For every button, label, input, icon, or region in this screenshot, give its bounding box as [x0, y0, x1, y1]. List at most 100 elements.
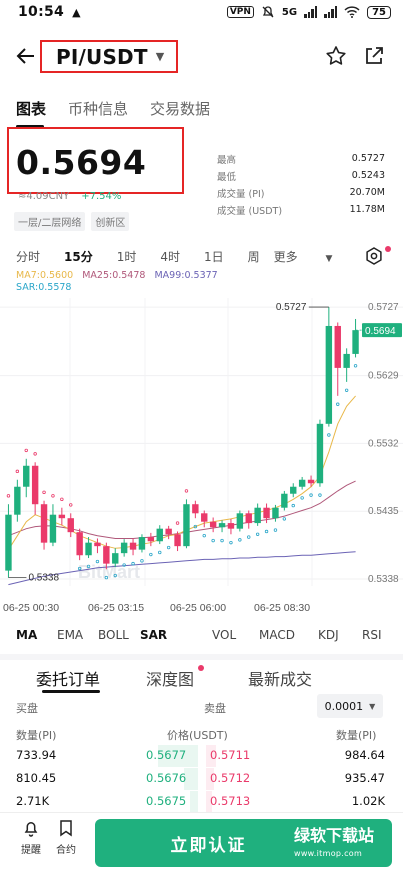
sar-dot: [353, 364, 358, 368]
interval-15m[interactable]: 15分: [64, 250, 93, 264]
indicator-boll[interactable]: BOLL: [98, 628, 129, 642]
candle-body: [281, 493, 288, 508]
watermark-title: 绿软下载站: [294, 826, 375, 845]
bottom-bar: 提醒 合约 立即认证 绿软下载站 www.itmop.com: [0, 812, 403, 876]
candle-body: [58, 514, 66, 519]
sar-dot: [131, 561, 135, 566]
stat-label: 最高: [217, 154, 237, 166]
indicator-kdj[interactable]: KDJ: [318, 628, 339, 642]
price-highlight-box: [7, 127, 184, 194]
sar-dot: [122, 563, 126, 567]
settings-notification-dot: [385, 246, 391, 252]
interval-week[interactable]: 周: [247, 250, 260, 264]
ask-qty: 984.64: [344, 748, 385, 762]
tab-depth[interactable]: 深度图: [146, 670, 195, 689]
star-icon[interactable]: [324, 44, 348, 68]
candle-body: [40, 504, 48, 543]
sar-dot: [344, 388, 349, 392]
y-tick-label: 0.5435: [368, 506, 399, 517]
candle-body: [325, 325, 333, 424]
bookmark-icon: [60, 820, 72, 837]
stat-high: 最高 0.5727: [217, 150, 385, 167]
indicator-ema[interactable]: EMA: [57, 628, 84, 642]
ma7-value: MA7:0.5600: [16, 270, 74, 281]
bid-price: 0.5675: [146, 794, 187, 808]
sar-dot: [309, 493, 313, 497]
candle-body: [5, 514, 12, 571]
indicator-vol[interactable]: VOL: [212, 628, 237, 642]
ma25-line: [8, 480, 356, 539]
order-row[interactable]: 2.71K 0.5675 0.5713 1.02K: [0, 791, 403, 813]
ma99-value: MA99:0.5377: [154, 270, 218, 281]
candle-body: [254, 507, 261, 524]
share-icon[interactable]: [362, 44, 386, 68]
stat-value: 20.70M: [349, 187, 385, 198]
tag-layer-network[interactable]: 一层/二层网络: [14, 212, 86, 231]
candle-body: [112, 553, 119, 564]
sar-dot: [282, 517, 287, 521]
stat-value: 0.5727: [351, 153, 385, 164]
tab-latest-trades[interactable]: 最新成交: [248, 670, 313, 689]
ask-qty: 935.47: [344, 771, 385, 785]
candlestick-chart[interactable]: BitMart 0.5727 0.5629 0.5532 0.5435 0.5338 0.5…: [0, 290, 403, 620]
indicator-sar[interactable]: SAR: [140, 628, 168, 642]
verify-now-button[interactable]: 立即认证: [95, 819, 392, 867]
mute-bell-icon: [262, 6, 274, 18]
sar-dot: [140, 559, 144, 563]
sar-dot: [327, 433, 331, 437]
bid-qty: 733.94: [16, 748, 57, 762]
sar-dot: [15, 469, 20, 474]
sar-dot: [202, 533, 206, 538]
indicator-rsi[interactable]: RSI: [362, 628, 382, 642]
top-tabs: 图表 币种信息 交易数据: [16, 98, 210, 119]
candle-body: [67, 518, 74, 533]
candle-body: [218, 523, 226, 528]
low-label: 0.5338: [28, 573, 59, 584]
site-watermark: 绿软下载站 www.itmop.com: [294, 827, 374, 863]
settings-icon[interactable]: [364, 246, 384, 266]
pair-selector[interactable]: PI/USDT ▼: [40, 40, 178, 73]
sar-dot: [229, 540, 233, 545]
contract-button[interactable]: 合约: [51, 819, 81, 856]
last-price: 0.5694: [16, 143, 147, 182]
wifi-icon: [344, 6, 360, 18]
col-bid-qty: 数量(PI): [16, 729, 57, 742]
cny-line: ≈4.09CNY +7.54%: [18, 191, 121, 202]
interval-more[interactable]: 更多 ▼: [274, 248, 357, 265]
back-arrow-icon[interactable]: [14, 44, 42, 72]
sar-dot: [220, 538, 224, 543]
interval-time-share[interactable]: 分时: [16, 250, 41, 264]
order-row[interactable]: 810.45 0.5676 0.5712 935.47: [0, 768, 403, 790]
tab-chart[interactable]: 图表: [16, 100, 47, 118]
sar-dot: [149, 552, 153, 557]
bid-qty: 2.71K: [16, 794, 50, 808]
sar-dot: [69, 503, 73, 507]
candle-body: [343, 353, 350, 368]
interval-1d[interactable]: 1日: [204, 250, 224, 264]
candle-body: [129, 542, 137, 550]
tab-orders[interactable]: 委托订单: [36, 670, 101, 689]
bid-price: 0.5676: [146, 771, 187, 785]
order-row[interactable]: 733.94 0.5677 0.5711 984.64: [0, 745, 403, 767]
candle-body: [14, 486, 21, 515]
indicator-macd[interactable]: MACD: [259, 628, 295, 642]
tab-trade-data[interactable]: 交易数据: [150, 100, 211, 118]
status-bar: 10:54 ▲ VPN 5G 75: [0, 0, 403, 24]
app-notification-icon: ▲: [72, 5, 81, 19]
interval-4h[interactable]: 4时: [160, 250, 180, 264]
candle-body: [192, 504, 199, 514]
tag-innovation-zone[interactable]: 创新区: [91, 212, 130, 231]
x-tick-label: 06-25 06:00: [170, 602, 226, 614]
high-label: 0.5727: [276, 302, 307, 313]
caret-down-icon: ▼: [155, 50, 165, 63]
bid-qty: 810.45: [16, 771, 57, 785]
candle-body: [290, 486, 297, 494]
tab-coin-info[interactable]: 币种信息: [68, 100, 129, 118]
tab-underline: [16, 125, 44, 128]
indicator-ma[interactable]: MA: [16, 628, 38, 642]
candle-body: [23, 465, 30, 487]
alert-button[interactable]: 提醒: [16, 819, 46, 856]
interval-1h[interactable]: 1时: [116, 250, 137, 264]
precision-select[interactable]: 0.0001 ▼: [317, 694, 383, 718]
y-tick-label: 0.5727: [368, 302, 399, 313]
